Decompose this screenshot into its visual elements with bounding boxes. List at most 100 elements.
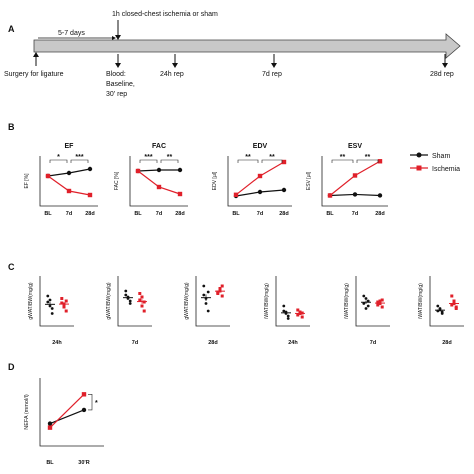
timeline-event-1: Blood:: [106, 71, 126, 78]
chart-d-series-0-point-1: [81, 407, 87, 413]
chart-c2-series-1-point-1: [218, 287, 222, 290]
chart-b2-xtick-2: 28d: [279, 211, 288, 217]
chart-b2-series-0-point-2: [281, 187, 287, 193]
chart-c2-ylabel: gWAT/BW(mg/g): [184, 282, 190, 320]
chart-c5-series-1-point-0: [450, 303, 454, 307]
chart-c0-series-1-point-1: [62, 305, 66, 309]
chart-b0-series-1-point-0: [45, 173, 51, 179]
chart-d-series-0-line: [49, 409, 85, 425]
chart-b1-axes: [129, 156, 188, 207]
chart-b2-xtick-1: 7d: [257, 211, 263, 217]
chart-c4-series-1-point-4: [378, 302, 382, 305]
chart-b1-xtick-0: BL: [134, 211, 142, 217]
chart-b0-series-0-point-1: [66, 170, 72, 176]
timeline-event-3: 30' rep: [106, 91, 127, 98]
legend-ischemia-marker: [416, 165, 422, 171]
chart-c0-series-0-point-2: [50, 312, 54, 315]
chart-b3-series-0-point-2: [377, 193, 383, 198]
chart-c5-series-1-point-4: [452, 302, 456, 305]
timeline-arrow: [33, 33, 461, 59]
chart-c2-series-0-point-1: [204, 302, 208, 305]
chart-b0-axes: [39, 156, 98, 207]
chart-c4-axes: [355, 276, 390, 327]
chart-d-sig-bracket: [88, 394, 93, 411]
chart-c4-series-1-point-5: [380, 298, 384, 302]
chart-b1-series-0-point-2: [177, 167, 183, 173]
chart-c3-series-0-point-3: [282, 304, 286, 308]
chart-c3-series-1-point-2: [300, 315, 304, 319]
chart-c4-series-0-point-5: [366, 299, 370, 303]
timeline-event-2: Baseline,: [106, 81, 135, 88]
chart-c2-series-0-point-4: [204, 297, 208, 300]
chart-b3-series-0-point-1: [352, 192, 358, 197]
chart-b2-title: EDV: [253, 143, 268, 150]
chart-b0-series-1-point-2: [87, 192, 93, 198]
chart-c3-series-1-point-4: [298, 312, 302, 315]
chart-c1-axes: [117, 276, 152, 327]
chart-c0-series-1-point-2: [64, 309, 68, 313]
chart-b3-sig-bracket-1: [356, 159, 379, 163]
chart-c2-series-1-point-3: [216, 292, 220, 295]
chart-b2-xtick-0: BL: [232, 211, 240, 217]
chart-c4-ylabel: iWAT/BW(mg/g): [344, 283, 350, 319]
chart-b2-sig-0: **: [245, 154, 251, 161]
chart-c1-series-1-point-2: [142, 309, 146, 313]
chart-b0-series-1-point-1: [66, 188, 72, 194]
chart-c0-xtick: 24h: [52, 340, 62, 346]
timeline-event-4: 24h rep: [160, 71, 184, 78]
chart-b3-sig-0: **: [340, 154, 346, 161]
chart-c4-series-1-point-3: [376, 300, 380, 304]
chart-d-series-1-point-0: [47, 425, 53, 430]
chart-b1-series-1-line: [137, 170, 181, 195]
chart-c5-series-0-point-0: [436, 309, 440, 313]
legend-ischemia-label: Ischemia: [432, 166, 460, 173]
timeline-event-arrowhead-0: [33, 52, 39, 57]
chart-b2-sig-1: **: [269, 154, 275, 161]
timeline-top-label: 1h closed-chest ischemia or sham: [112, 11, 218, 18]
chart-b0-sig-bracket-0: [49, 159, 68, 163]
chart-c0-series-1-point-0: [60, 301, 64, 305]
chart-c0-series-1-point-5: [64, 299, 68, 303]
chart-c4-xtick: 7d: [370, 340, 376, 346]
chart-b3-sig-bracket-0: [331, 159, 354, 163]
chart-c2-xtick: 28d: [208, 340, 217, 346]
chart-d-series-0-point-0: [47, 421, 53, 426]
chart-c5-series-0-point-3: [436, 304, 440, 308]
chart-c4-series-1-point-0: [376, 303, 380, 307]
chart-b2-ylabel: EDV [µl]: [212, 171, 218, 190]
chart-b3-axes: [321, 156, 388, 207]
chart-c1-series-0-point-3: [124, 289, 128, 293]
chart-c4-series-1-point-2: [380, 305, 384, 309]
chart-c1-series-1-point-1: [140, 304, 144, 308]
chart-b1-sig-bracket-0: [139, 159, 158, 163]
chart-c5-series-0-point-4: [438, 308, 442, 312]
chart-c4-series-0-point-2: [366, 304, 370, 308]
chart-b2-series-0-point-1: [257, 189, 263, 195]
chart-c5-axes: [429, 276, 464, 327]
chart-b1-sig-0: ***: [144, 154, 152, 161]
chart-b2-sig-bracket-0: [237, 159, 259, 163]
chart-c1-series-0-point-5: [128, 299, 132, 303]
legend-sham-label: Sham: [432, 153, 450, 160]
chart-c5-xtick: 28d: [442, 340, 451, 346]
chart-b0-xtick-1: 7d: [66, 211, 72, 217]
legend: Sham Ischemia: [410, 152, 460, 173]
chart-c1-ylabel: gWAT/BW(mg/g): [106, 282, 112, 320]
chart-b3-xtick-0: BL: [326, 211, 334, 217]
chart-b2-series-1-point-2: [281, 159, 287, 165]
chart-b0-title: EF: [65, 143, 75, 150]
timeline-event-arrowhead-5: [271, 63, 277, 68]
chart-c1-series-0-point-4: [126, 295, 130, 299]
chart-c0-series-0-point-0: [46, 300, 50, 304]
chart-d-series-1-line: [49, 393, 85, 429]
chart-b3-xtick-1: 7d: [352, 211, 358, 217]
chart-b1-xtick-1: 7d: [156, 211, 162, 217]
chart-c0-series-0-point-1: [48, 304, 52, 308]
timeline-top-arrowhead: [115, 35, 121, 40]
chart-b3-title: ESV: [348, 143, 362, 150]
chart-b1-xtick-2: 28d: [175, 211, 184, 217]
chart-c2-series-0-point-0: [202, 293, 206, 297]
chart-c1-xtick: 7d: [132, 340, 138, 346]
timeline-event-0: Surgery for ligature: [4, 71, 64, 78]
